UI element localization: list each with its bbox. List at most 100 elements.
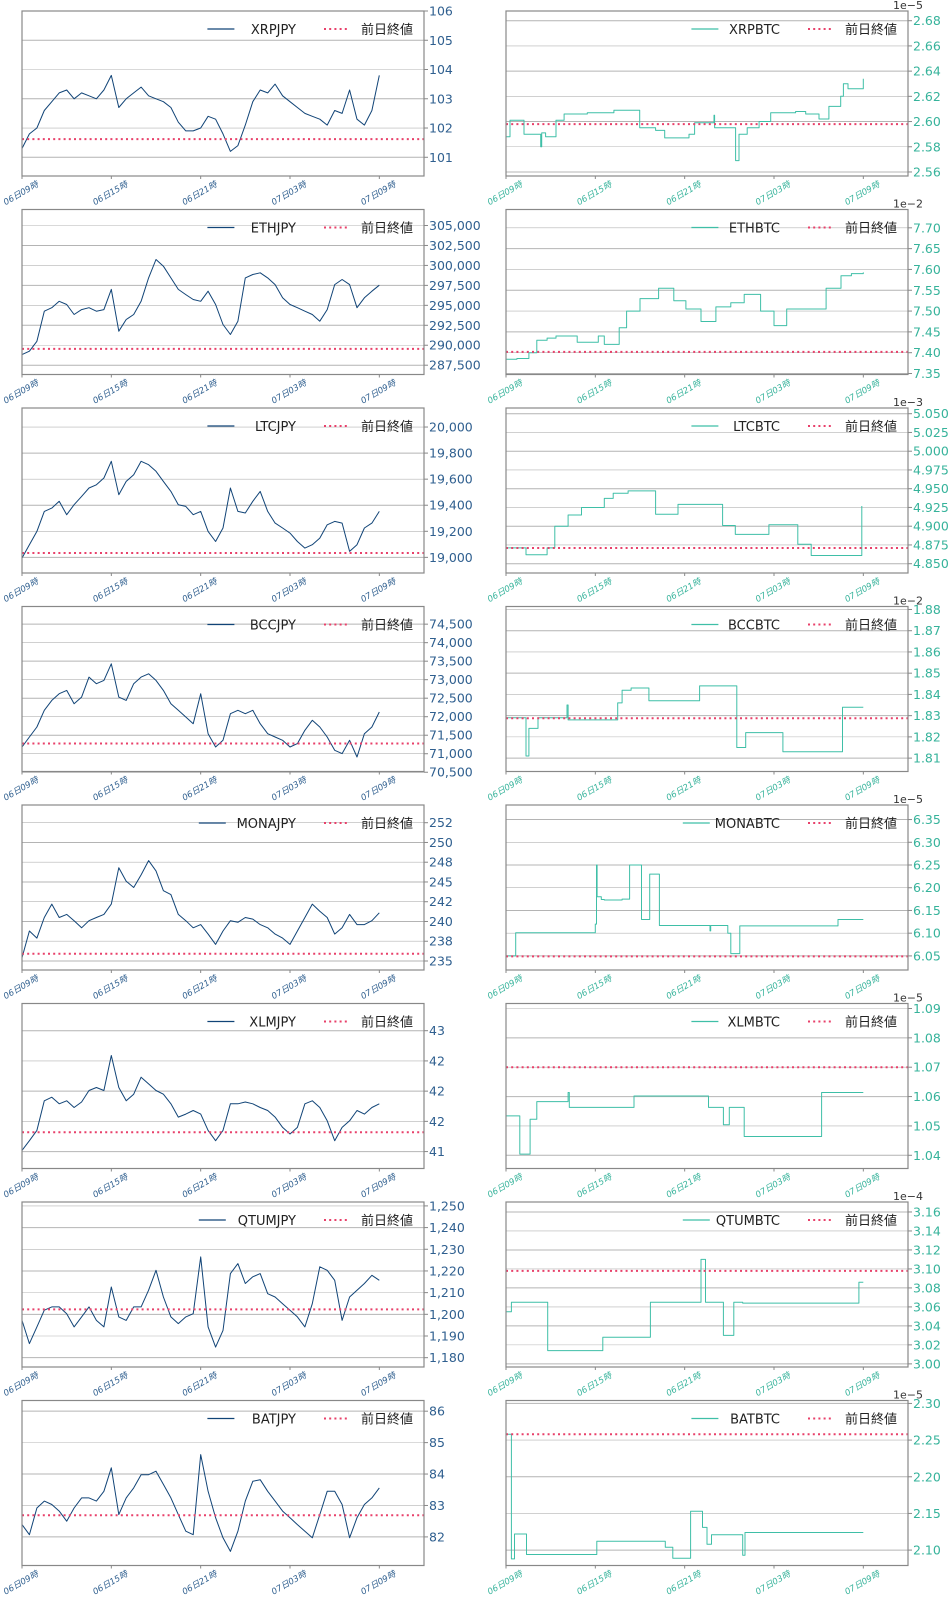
y-tick-label: 2.60 (913, 114, 941, 129)
legend-series-label: ETHJPY (251, 222, 296, 237)
plot-area (506, 408, 908, 573)
y-tick-label: 42 (429, 1114, 445, 1129)
y-tick-label: 2.68 (913, 13, 941, 28)
y-tick-label: 41 (429, 1144, 445, 1159)
x-tick-label: 06日09時 (486, 972, 526, 1002)
y-tick-label: 43 (429, 1023, 445, 1038)
y-tick-label: 2.58 (913, 139, 941, 154)
x-tick-label: 06日15時 (91, 1568, 131, 1598)
x-tick-label: 07日03時 (754, 1568, 794, 1598)
series-line-xlmbtc (506, 1092, 864, 1155)
x-tick-label: 06日15時 (575, 1171, 615, 1201)
y-tick-label: 104 (429, 62, 453, 77)
legend-series-label: XRPJPY (251, 23, 296, 38)
y-tick-label: 70,500 (429, 765, 473, 780)
y-tick-label: 250 (429, 835, 453, 850)
y-tick-label: 82 (429, 1529, 445, 1544)
plot-area (22, 408, 424, 573)
chart-ethjpy: 287,500 290,000 292,500 295,000 297,500 300,0… (2, 208, 481, 406)
plot-area (506, 1202, 908, 1367)
y-tick-label: 6.20 (913, 880, 941, 895)
x-tick-label: 06日21時 (664, 1171, 704, 1201)
y-tick-label: 71,000 (429, 746, 473, 761)
legend-series-label: BCCBTC (728, 619, 780, 634)
x-tick-label: 06日09時 (2, 1568, 42, 1598)
y-tick-label: 4.950 (913, 481, 948, 496)
legend-series-label: QTUMJPY (238, 1214, 296, 1229)
legend: 前日終値 MONAJPY (198, 816, 413, 832)
y-tick-label: 2.64 (913, 64, 941, 79)
legend-prev-close-label: 前日終値 (845, 419, 897, 435)
y-offset-label: 1e−2 (893, 198, 923, 211)
series-line-xrpbtc (506, 78, 864, 162)
y-tick-label: 2.10 (913, 1543, 941, 1558)
y-tick-label: 19,000 (429, 550, 473, 565)
y-tick-label: 101 (429, 150, 453, 165)
x-tick-label: 07日03時 (754, 1369, 794, 1399)
legend: 前日終値 ETHJPY (207, 221, 413, 237)
legend-series-label: MONABTC (715, 817, 780, 832)
y-tick-label: 2.25 (913, 1433, 941, 1448)
y-tick-label: 106 (429, 4, 453, 19)
chart-ethbtc: 7.35 7.40 7.45 7.50 7.55 7.60 7.65 7.70 1e−2 06日0… (486, 198, 941, 407)
x-tick-label: 06日15時 (575, 575, 615, 605)
x-tick-label: 06日15時 (575, 774, 615, 804)
x-tick-label: 06日15時 (91, 1171, 131, 1201)
legend-prev-close-label: 前日終値 (845, 1213, 897, 1229)
y-tick-label: 3.12 (913, 1242, 941, 1257)
legend: 前日終値 QTUMJPY (198, 1213, 413, 1229)
y-tick-label: 1,220 (429, 1263, 465, 1278)
x-tick-label: 06日15時 (575, 1369, 615, 1399)
y-tick-label: 4.850 (913, 556, 948, 571)
legend-series-label: LTCBTC (733, 420, 780, 435)
y-tick-label: 302,500 (429, 238, 481, 253)
plot-frame (21, 1399, 425, 1567)
y-tick-label: 297,500 (429, 278, 481, 293)
plot-frame (505, 208, 909, 376)
legend-prev-close-label: 前日終値 (361, 1015, 413, 1031)
y-tick-label: 1.84 (913, 687, 941, 702)
y-tick-label: 295,000 (429, 298, 481, 313)
x-tick-label: 06日21時 (664, 1369, 704, 1399)
legend-series-label: XLMBTC (727, 1016, 780, 1031)
y-offset-label: 1e−2 (893, 595, 923, 608)
legend-prev-close-label: 前日終値 (361, 221, 413, 237)
x-tick-label: 06日21時 (180, 1369, 220, 1399)
x-tick-label: 06日15時 (91, 1369, 131, 1399)
y-tick-label: 71,500 (429, 728, 473, 743)
plot-area (506, 209, 908, 375)
chart-monajpy: 235 238 240 242 245 248 250 252 06日09時 06日15時 06日2… (2, 804, 453, 1002)
x-tick-label: 06日21時 (664, 972, 704, 1002)
plot-area (22, 606, 424, 772)
y-tick-label: 72,500 (429, 691, 473, 706)
y-tick-label: 83 (429, 1498, 445, 1513)
plot-frame (21, 804, 425, 971)
plot-area (22, 805, 424, 970)
legend-series-label: XRPBTC (729, 23, 780, 38)
plot-frame (21, 1002, 425, 1170)
y-tick-label: 1.82 (913, 729, 941, 744)
x-tick-label: 06日09時 (486, 377, 526, 407)
y-tick-label: 6.35 (913, 812, 941, 827)
y-tick-label: 20,000 (429, 420, 473, 435)
x-tick-label: 06日09時 (486, 1171, 526, 1201)
x-tick-label: 06日15時 (91, 774, 131, 804)
x-tick-label: 07日03時 (270, 575, 310, 605)
plot-frame (505, 1201, 909, 1368)
y-tick-label: 248 (429, 855, 453, 870)
x-tick-label: 07日09時 (359, 178, 399, 208)
y-tick-label: 2.56 (913, 164, 941, 179)
legend: 前日終値 BCCBTC (691, 618, 897, 634)
y-tick-label: 305,000 (429, 218, 481, 233)
plot-area (506, 606, 908, 772)
y-tick-label: 300,000 (429, 258, 481, 273)
x-tick-label: 07日03時 (754, 1171, 794, 1201)
y-tick-label: 240 (429, 914, 453, 929)
legend: 前日終値 BATJPY (207, 1412, 413, 1428)
x-tick-label: 07日09時 (359, 575, 399, 605)
y-tick-label: 4.900 (913, 519, 948, 534)
legend: 前日終値 LTCJPY (207, 419, 413, 435)
